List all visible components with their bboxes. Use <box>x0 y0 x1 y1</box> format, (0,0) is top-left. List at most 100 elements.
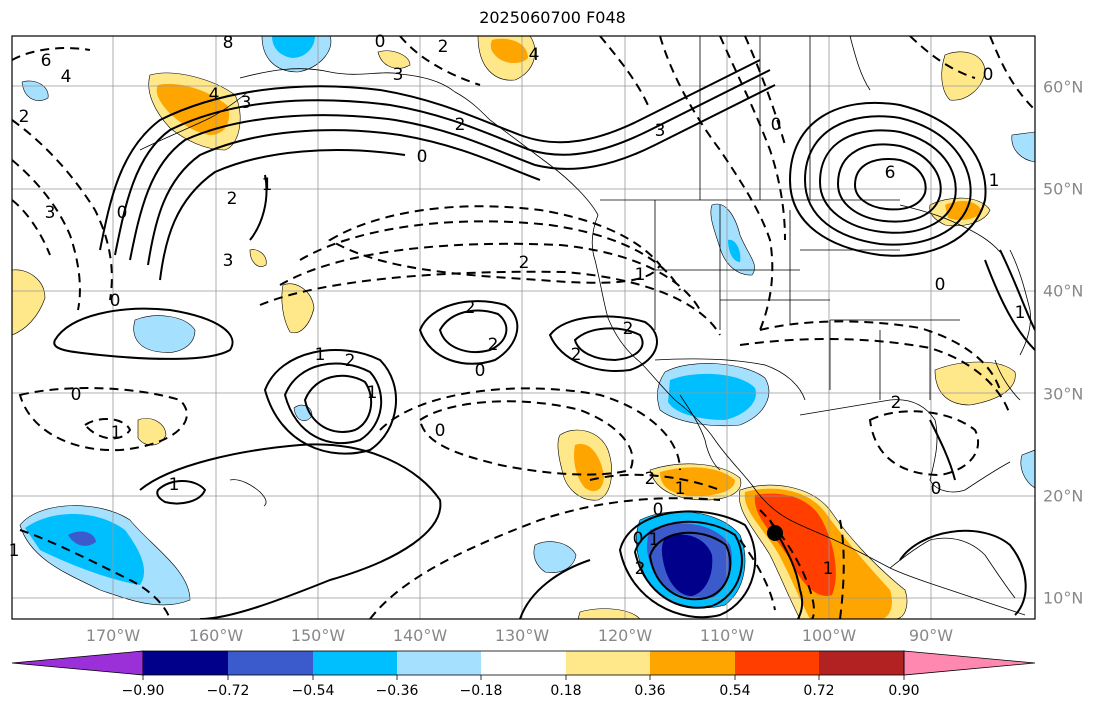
colorbar-tick-label: 0.72 <box>803 683 835 699</box>
contour-solid-4 <box>147 129 541 266</box>
coast-westcoast <box>591 214 1026 616</box>
contour-dashed-17 <box>12 47 91 61</box>
contour-label: 0 <box>935 275 946 295</box>
contour-solid-1 <box>99 59 761 251</box>
contour-solid-3 <box>129 84 776 261</box>
contour-solid-19 <box>139 443 442 619</box>
contour-dashed-13 <box>19 529 171 619</box>
map-title: 2025060700 F048 <box>479 8 626 27</box>
contour-label: 2 <box>227 189 238 209</box>
lat-label: 20°N <box>1043 486 1084 506</box>
contour-solid-12 <box>418 300 519 365</box>
contour-solid-18 <box>303 374 373 433</box>
contour-label: 0 <box>653 500 664 520</box>
lon-label: 160°W <box>188 626 244 645</box>
shade-neg-17 <box>1020 449 1035 489</box>
coast-greatlakes <box>899 204 1001 253</box>
shade-pos-3 <box>754 493 836 596</box>
contour-label: 2 <box>438 37 449 57</box>
contour-solid-23 <box>648 531 732 601</box>
shade-pos-16 <box>12 269 46 336</box>
contour-solid-11 <box>53 307 234 360</box>
contour-solid-10 <box>853 158 927 211</box>
colorbar-extend-low <box>11 650 144 676</box>
contour-label: 2 <box>891 393 902 413</box>
contour-label: 1 <box>989 171 1000 191</box>
contour-label: 0 <box>110 291 121 311</box>
contour-solid-21 <box>618 510 757 619</box>
contour-solid-22 <box>633 520 743 609</box>
contour-label: 2 <box>465 298 476 318</box>
contour-dashed-11 <box>379 387 681 471</box>
contour-solid-13 <box>438 309 508 353</box>
contour-dashed-2 <box>12 159 81 311</box>
contour-label: 1 <box>367 383 378 403</box>
lat-label: 30°N <box>1043 384 1084 404</box>
contour-label: 1 <box>635 265 646 285</box>
contour-label: 3 <box>241 93 252 113</box>
contour-dashed-5 <box>299 220 681 291</box>
contour-label: 0 <box>375 32 386 52</box>
colorbar-tick-label: −0.54 <box>291 683 335 699</box>
contour-solid-2 <box>114 69 771 256</box>
contour-dashed-14 <box>659 36 774 331</box>
contour-label: 0 <box>931 479 942 499</box>
contour-label: 1 <box>315 345 326 365</box>
lon-label: 150°W <box>290 626 346 645</box>
contour-solid-6 <box>788 101 987 257</box>
coast-hudson <box>849 36 871 91</box>
contour-solid-20 <box>156 480 207 505</box>
lat-label: 40°N <box>1043 281 1084 301</box>
colorbar-seg <box>313 651 397 675</box>
colorbar-tick-label: −0.36 <box>375 683 419 699</box>
contour-label: 0 <box>475 361 486 381</box>
coast-baja <box>679 394 721 471</box>
contour-dashed-18 <box>759 320 1001 391</box>
contour-label: 0 <box>633 529 644 549</box>
contour-dashed-layer <box>12 36 1035 619</box>
coast-hawaii <box>229 479 267 507</box>
shade-neg-10 <box>710 203 755 276</box>
contour-label: 1 <box>262 175 273 195</box>
contour-label: 2 <box>345 351 356 371</box>
colorbar <box>11 650 1036 680</box>
colorbar-seg <box>650 651 735 675</box>
lon-label: 100°W <box>801 626 857 645</box>
contour-label: 2 <box>623 319 634 339</box>
border-us-mexico <box>654 358 806 401</box>
contour-solid-28 <box>984 259 1035 351</box>
contour-label: 1 <box>9 541 20 561</box>
coast-alaska <box>239 68 599 216</box>
colorbar-tick-label: −0.18 <box>459 683 503 699</box>
contour-dashed-19 <box>739 338 1011 416</box>
lon-label: 120°W <box>597 626 653 645</box>
shade-pos-18 <box>137 418 167 446</box>
contour-label: 1 <box>111 423 122 443</box>
contour-label: 2 <box>455 115 466 135</box>
plot-frame <box>11 35 1036 620</box>
lon-label: 90°W <box>908 626 954 645</box>
contour-dashed-6 <box>279 242 701 311</box>
shade-neg-16 <box>1011 131 1035 163</box>
colorbar-extend-high <box>903 650 1036 676</box>
contour-layer <box>53 59 1035 619</box>
colorbar-seg <box>481 651 566 675</box>
contour-label: 8 <box>223 33 234 53</box>
shade-neg-12 <box>133 315 196 353</box>
colorbar-tick-label: 0.36 <box>634 683 666 699</box>
lon-label: 130°W <box>494 626 550 645</box>
colorbar-tick-label: 0.18 <box>550 683 582 699</box>
contour-label: 2 <box>519 253 530 273</box>
contour-solid-29 <box>929 419 956 481</box>
storm-center-marker <box>767 525 783 541</box>
contour-label-layer: 6 4 8 0 2 4 3 2 4 3 0 2 3 0 1 2 6 3 2 0 … <box>9 32 1026 579</box>
contour-solid-14 <box>548 315 658 372</box>
contour-label: 2 <box>19 107 30 127</box>
border-states-2 <box>655 269 830 301</box>
colorbar-tick-label: −0.90 <box>121 683 165 699</box>
contour-dashed-23 <box>839 519 845 619</box>
contour-label: 1 <box>169 475 180 495</box>
coast-central-america <box>889 537 1016 599</box>
contour-solid-15 <box>573 327 644 362</box>
